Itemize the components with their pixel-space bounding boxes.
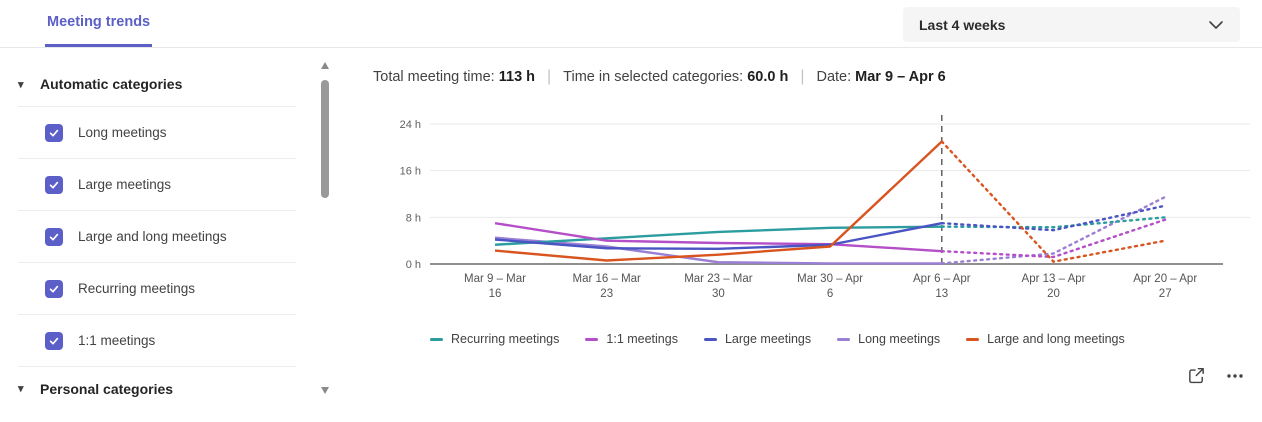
series-projected-long-meetings	[940, 195, 1167, 265]
legend-swatch	[430, 337, 443, 341]
series-solid-large-meetings	[494, 221, 943, 251]
category-item-large-and-long-meetings[interactable]: Large and long meetings	[18, 210, 296, 262]
topbar: Meeting trends Last 4 weeks	[0, 0, 1262, 48]
section-header-personal-categories[interactable]: ▾ Personal categories	[18, 366, 296, 410]
collapse-caret-icon: ▾	[18, 78, 24, 91]
x-tick-label: Apr 13 – Apr 20	[1022, 273, 1086, 300]
tab-label: Meeting trends	[47, 14, 151, 30]
x-tick-label: Mar 16 – Mar 23	[573, 273, 642, 300]
series-projected-large-meetings	[940, 204, 1167, 232]
chart-legend: Recurring meetings 1:1 meetings Large meet…	[430, 332, 1125, 346]
checkmark-icon	[49, 285, 59, 293]
category-item-large-meetings[interactable]: Large meetings	[18, 158, 296, 210]
category-checkbox[interactable]	[45, 331, 63, 350]
checkmark-icon	[49, 129, 59, 137]
y-tick-label: 24 h	[400, 119, 421, 131]
ellipsis-icon	[1227, 373, 1243, 378]
legend-large-and-long-meetings: Large and long meetings	[966, 332, 1125, 346]
series-solid-1-1-meetings	[494, 221, 942, 253]
x-tick-label: Apr 20 – Apr 27	[1133, 273, 1197, 300]
legend-large-meetings: Large meetings	[703, 332, 811, 346]
series-projected-large-and-long-meetings	[940, 140, 1167, 263]
category-sidebar: ▾ Automatic categories Long meetings Large …	[0, 48, 316, 422]
summary-separator: |	[547, 68, 552, 85]
x-tick-label: Mar 23 – Mar 30	[684, 273, 753, 300]
summary-separator: |	[800, 68, 805, 85]
legend-long-meetings: Long meetings	[837, 332, 940, 346]
x-tick-label: Mar 9 – Mar 16	[464, 273, 526, 300]
category-checkbox[interactable]	[45, 175, 63, 194]
summary-item: Date: Mar 9 – Apr 6	[816, 69, 946, 85]
category-checkbox[interactable]	[45, 123, 63, 142]
category-item-long-meetings[interactable]: Long meetings	[18, 106, 296, 158]
sidebar-scrollbar[interactable]	[318, 62, 332, 394]
scrollbar-thumb[interactable]	[321, 80, 329, 198]
section-title: Personal categories	[40, 380, 174, 397]
section-title: Automatic categories	[40, 76, 183, 92]
legend-swatch	[966, 337, 980, 341]
category-label: Large and long meetings	[78, 229, 227, 244]
scroll-down-icon[interactable]	[321, 387, 329, 394]
category-label: Recurring meetings	[78, 281, 196, 296]
chart-panel: Total meeting time: 113 h | Time in select…	[345, 48, 1262, 422]
summary-line: Total meeting time: 113 h | Time in select…	[373, 68, 946, 86]
y-tick-label: 0 h	[406, 259, 421, 271]
meeting-trends-chart: 0 h 8 h 16 h 24 h Mar 9 – Mar 16 Mar 16 – Mar 2…	[400, 115, 1250, 300]
legend-swatch	[585, 337, 599, 341]
collapse-caret-icon: ▾	[18, 383, 24, 395]
checkmark-icon	[49, 337, 59, 345]
legend-1-1-meetings: 1:1 meetings	[585, 332, 678, 346]
category-label: Long meetings	[78, 125, 167, 140]
category-item-recurring-meetings[interactable]: Recurring meetings	[18, 262, 296, 314]
checkmark-icon	[49, 233, 59, 241]
section-header-automatic-categories[interactable]: ▾ Automatic categories	[18, 62, 296, 106]
time-range-dropdown[interactable]: Last 4 weeks	[903, 7, 1240, 42]
legend-swatch	[837, 337, 851, 341]
series-projected-1-1-meetings	[940, 218, 1167, 259]
summary-item: Total meeting time: 113 h	[373, 69, 536, 85]
category-checkbox[interactable]	[45, 279, 63, 298]
series-solid-large-and-long-meetings	[494, 140, 943, 262]
scroll-up-icon[interactable]	[321, 62, 329, 69]
time-range-value: Last 4 weeks	[919, 16, 1006, 33]
x-tick-label: Apr 6 – Apr 13	[913, 273, 971, 300]
share-icon	[1189, 367, 1204, 384]
chart-actions	[1185, 364, 1246, 387]
category-label: Large meetings	[78, 177, 172, 192]
category-checkbox[interactable]	[45, 227, 63, 246]
series-solid-recurring-meetings	[494, 225, 942, 246]
y-tick-label: 16 h	[400, 166, 421, 178]
chevron-down-icon	[1209, 20, 1223, 29]
category-item-1-1-meetings[interactable]: 1:1 meetings	[18, 314, 296, 366]
category-label: 1:1 meetings	[78, 333, 156, 348]
share-button[interactable]	[1185, 364, 1208, 387]
summary-item: Time in selected categories: 60.0 h	[563, 69, 789, 85]
series-solid-long-meetings	[494, 236, 942, 265]
legend-recurring-meetings: Recurring meetings	[430, 332, 559, 346]
tab-meeting-trends[interactable]: Meeting trends	[45, 0, 153, 47]
series-projected-recurring-meetings	[940, 216, 1167, 229]
checkmark-icon	[49, 181, 59, 189]
more-options-button[interactable]	[1224, 371, 1246, 381]
x-tick-label: Mar 30 – Apr 6	[797, 273, 863, 300]
legend-swatch	[703, 337, 717, 341]
y-tick-label: 8 h	[406, 212, 421, 224]
